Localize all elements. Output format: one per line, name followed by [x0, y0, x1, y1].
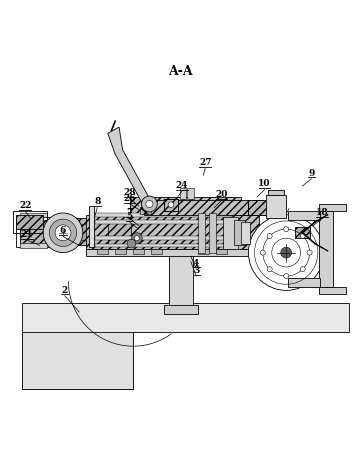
Text: 27: 27 — [199, 157, 211, 167]
Text: 22: 22 — [19, 200, 31, 210]
Bar — [133, 250, 144, 255]
Bar — [164, 305, 198, 314]
Circle shape — [146, 201, 153, 208]
Circle shape — [131, 233, 142, 244]
Bar — [319, 287, 346, 294]
Bar — [198, 250, 209, 255]
Bar — [16, 215, 43, 230]
Bar — [97, 250, 108, 255]
Bar — [13, 212, 47, 233]
Bar — [288, 212, 320, 221]
Bar — [164, 246, 198, 251]
Circle shape — [281, 248, 292, 258]
Bar — [20, 213, 47, 218]
Circle shape — [267, 267, 272, 272]
Bar — [209, 213, 216, 253]
Text: 24: 24 — [176, 181, 188, 190]
Text: 3: 3 — [193, 265, 199, 274]
Bar — [180, 188, 186, 199]
Bar — [187, 188, 194, 199]
Bar — [266, 195, 286, 219]
Text: 9: 9 — [308, 168, 315, 177]
Circle shape — [260, 250, 265, 256]
Bar — [164, 199, 178, 212]
Text: 6: 6 — [60, 226, 66, 235]
Circle shape — [284, 227, 289, 232]
Bar — [223, 217, 238, 250]
Bar — [151, 250, 162, 255]
Circle shape — [134, 236, 139, 241]
Bar — [169, 250, 193, 307]
Circle shape — [168, 202, 174, 208]
Circle shape — [43, 213, 83, 253]
Text: 18: 18 — [316, 208, 329, 217]
Bar — [234, 221, 245, 246]
Text: 28: 28 — [123, 188, 136, 197]
Bar — [86, 215, 259, 250]
Bar — [268, 190, 284, 195]
Text: A-A: A-A — [168, 64, 192, 77]
Bar — [140, 207, 151, 214]
Circle shape — [267, 234, 272, 239]
Bar — [295, 228, 310, 239]
Bar — [144, 200, 250, 215]
Text: 10: 10 — [258, 179, 271, 188]
Bar — [22, 332, 133, 389]
Circle shape — [127, 240, 136, 248]
Bar — [16, 217, 50, 248]
Bar — [115, 250, 126, 255]
Circle shape — [49, 219, 77, 247]
Text: 5: 5 — [126, 212, 133, 220]
Bar — [288, 278, 320, 287]
Bar — [95, 244, 232, 248]
Bar — [216, 250, 227, 255]
Bar — [319, 212, 333, 287]
Circle shape — [248, 215, 324, 291]
Bar — [319, 205, 346, 212]
Bar — [130, 197, 241, 215]
Text: 2: 2 — [62, 285, 68, 294]
Bar — [95, 237, 232, 240]
Bar — [198, 213, 205, 253]
Circle shape — [141, 197, 157, 213]
Bar — [86, 250, 259, 257]
Bar — [56, 224, 86, 240]
Bar — [108, 223, 131, 246]
Text: 7: 7 — [126, 208, 133, 217]
Bar — [49, 219, 86, 246]
Polygon shape — [108, 128, 152, 206]
Bar — [248, 200, 268, 215]
Circle shape — [55, 225, 71, 241]
Bar — [20, 221, 47, 244]
Bar — [241, 223, 250, 244]
Circle shape — [284, 274, 289, 279]
Text: 21: 21 — [21, 229, 33, 238]
Bar — [164, 199, 178, 212]
Circle shape — [300, 267, 305, 272]
Bar — [89, 206, 94, 248]
Text: 26: 26 — [123, 194, 136, 202]
Text: 8: 8 — [94, 197, 100, 206]
Bar — [20, 244, 47, 249]
Bar — [248, 200, 268, 215]
Text: 4: 4 — [193, 258, 199, 267]
Circle shape — [300, 234, 305, 239]
Bar — [95, 213, 232, 217]
Circle shape — [307, 250, 312, 256]
Bar — [95, 221, 232, 224]
Text: 20: 20 — [215, 190, 228, 199]
Polygon shape — [22, 303, 349, 389]
